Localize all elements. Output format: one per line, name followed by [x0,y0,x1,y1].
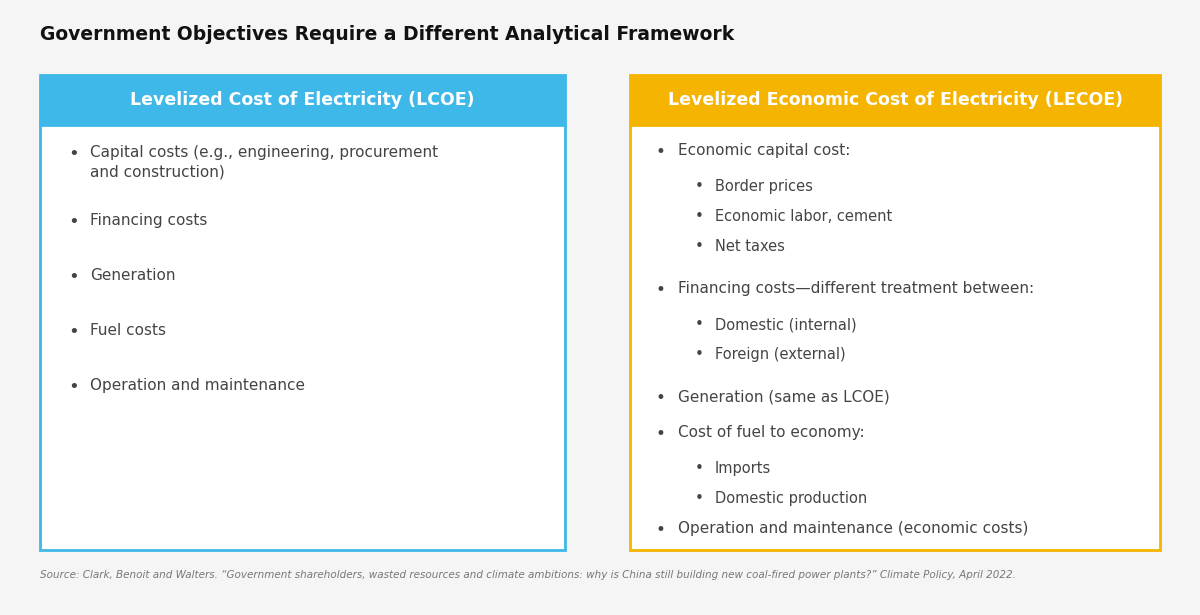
FancyBboxPatch shape [40,75,565,125]
Text: Levelized Economic Cost of Electricity (LECOE): Levelized Economic Cost of Electricity (… [667,91,1122,109]
Text: Levelized Cost of Electricity (LCOE): Levelized Cost of Electricity (LCOE) [131,91,475,109]
Text: •: • [695,347,704,362]
Text: Foreign (external): Foreign (external) [715,347,846,362]
Text: Economic capital cost:: Economic capital cost: [678,143,851,158]
Text: Domestic (internal): Domestic (internal) [715,317,857,332]
Text: •: • [695,461,704,476]
Text: •: • [655,521,665,539]
Text: •: • [68,323,79,341]
Text: •: • [68,213,79,231]
Text: •: • [655,281,665,299]
Text: Cost of fuel to economy:: Cost of fuel to economy: [678,425,865,440]
Text: Generation: Generation [90,268,175,283]
Text: •: • [655,425,665,443]
Text: •: • [655,389,665,407]
Text: •: • [68,268,79,286]
Text: Fuel costs: Fuel costs [90,323,166,338]
Text: Domestic production: Domestic production [715,491,868,506]
FancyBboxPatch shape [630,125,1160,550]
Text: •: • [695,317,704,332]
Text: Operation and maintenance: Operation and maintenance [90,378,305,393]
Text: Economic labor, cement: Economic labor, cement [715,209,893,224]
Text: Capital costs (e.g., engineering, procurement
and construction): Capital costs (e.g., engineering, procur… [90,145,438,180]
Text: Financing costs: Financing costs [90,213,208,228]
Text: Imports: Imports [715,461,772,476]
Text: Source: Clark, Benoit and Walters. “Government shareholders, wasted resources an: Source: Clark, Benoit and Walters. “Gove… [40,570,1016,580]
Text: •: • [695,491,704,506]
FancyBboxPatch shape [630,75,1160,125]
Text: •: • [695,239,704,254]
Text: Border prices: Border prices [715,179,812,194]
Text: Generation (same as LCOE): Generation (same as LCOE) [678,389,889,404]
Text: Operation and maintenance (economic costs): Operation and maintenance (economic cost… [678,521,1028,536]
Text: •: • [68,145,79,163]
Text: Government Objectives Require a Different Analytical Framework: Government Objectives Require a Differen… [40,25,734,44]
Text: Net taxes: Net taxes [715,239,785,254]
Text: •: • [655,143,665,161]
Text: •: • [695,179,704,194]
Text: •: • [68,378,79,396]
Text: Financing costs—different treatment between:: Financing costs—different treatment betw… [678,281,1034,296]
Text: •: • [695,209,704,224]
FancyBboxPatch shape [40,125,565,550]
